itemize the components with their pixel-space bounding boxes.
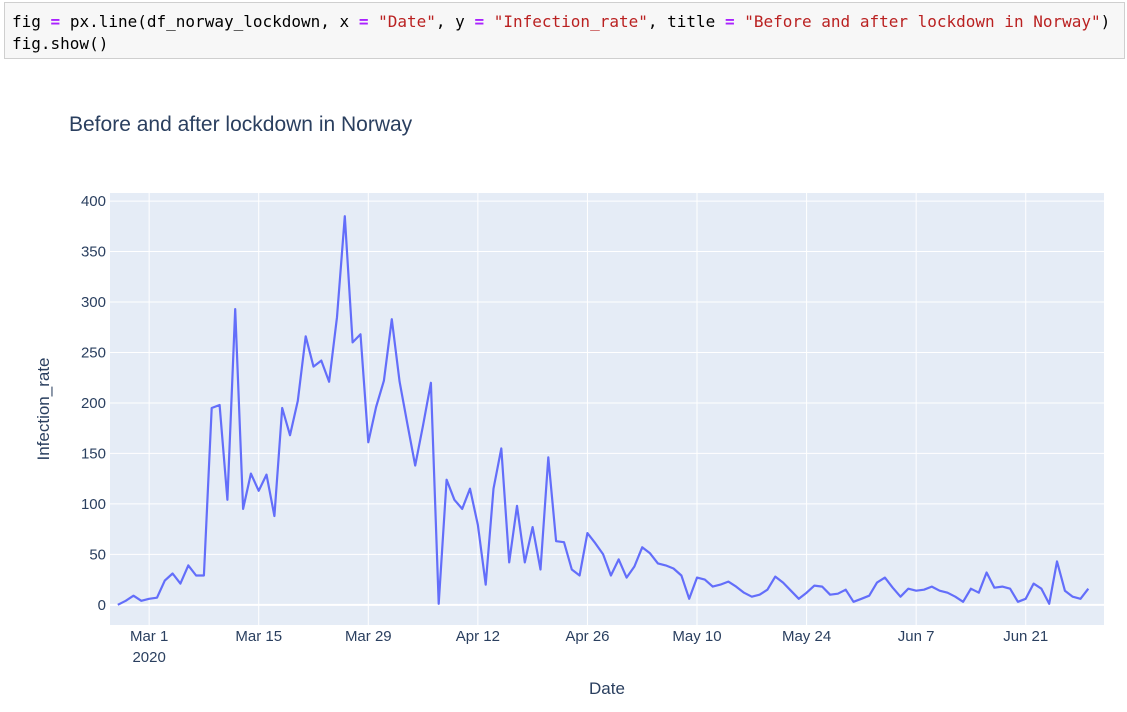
y-tick-label: 150 (81, 445, 106, 462)
line-chart[interactable]: 0 50 100 150 200 250 300 350 400 Mar 1 2020 Mar 15… (0, 60, 1127, 712)
code-string: "Date" (378, 12, 436, 31)
x-tick-label: May 24 (782, 628, 831, 645)
x-tick-sublabel: 2020 (132, 649, 165, 666)
y-tick-label: 350 (81, 244, 106, 261)
x-tick-label: Jun 7 (898, 628, 935, 645)
x-tick-label: Jun 21 (1003, 628, 1048, 645)
code-string: "Before and after lockdown in Norway" (744, 12, 1101, 31)
y-tick-label: 0 (98, 597, 106, 614)
y-tick-label: 50 (89, 546, 106, 563)
x-tick-label: Apr 26 (565, 628, 609, 645)
y-tick-label: 250 (81, 344, 106, 361)
code-operator: = (50, 12, 61, 31)
code-cell[interactable]: fig = px.line(df_norway_lockdown, x = "D… (4, 2, 1125, 59)
y-tick-label: 200 (81, 395, 106, 412)
x-tick-label: Mar 15 (235, 628, 282, 645)
y-tick-label: 100 (81, 496, 106, 513)
code-token: ) (1100, 12, 1111, 31)
y-tick-label: 400 (81, 193, 106, 210)
code-string: "Infection_rate" (493, 12, 648, 31)
x-gridlines (148, 193, 1027, 625)
code-operator: = (724, 12, 735, 31)
code-token: px.line(df_norway_lockdown, x (69, 12, 350, 31)
x-axis-label: Date (589, 679, 625, 698)
code-line-1: fig = px.line(df_norway_lockdown, x = "D… (12, 12, 1110, 32)
x-tick-labels: Mar 1 2020 Mar 15 Mar 29 Apr 12 Apr 26 May 10 M… (130, 628, 1048, 666)
x-tick-label: May 10 (672, 628, 721, 645)
code-token: , title (647, 12, 716, 31)
x-tick-label: Apr 12 (456, 628, 500, 645)
code-operator: = (358, 12, 369, 31)
y-tick-labels: 0 50 100 150 200 250 300 350 400 (81, 193, 106, 614)
y-tick-label: 300 (81, 294, 106, 311)
code-token: fig (12, 12, 41, 31)
x-tick-label: Mar 29 (345, 628, 392, 645)
chart-title: Before and after lockdown in Norway (69, 113, 413, 136)
y-axis-label: Infection_rate (34, 357, 53, 460)
series-line[interactable] (117, 215, 1090, 606)
code-token: , y (435, 12, 465, 31)
code-line-2: fig.show() (12, 34, 109, 53)
x-tick-label: Mar 1 (130, 628, 168, 645)
code-operator: = (474, 12, 485, 31)
plot-area[interactable] (110, 193, 1104, 625)
